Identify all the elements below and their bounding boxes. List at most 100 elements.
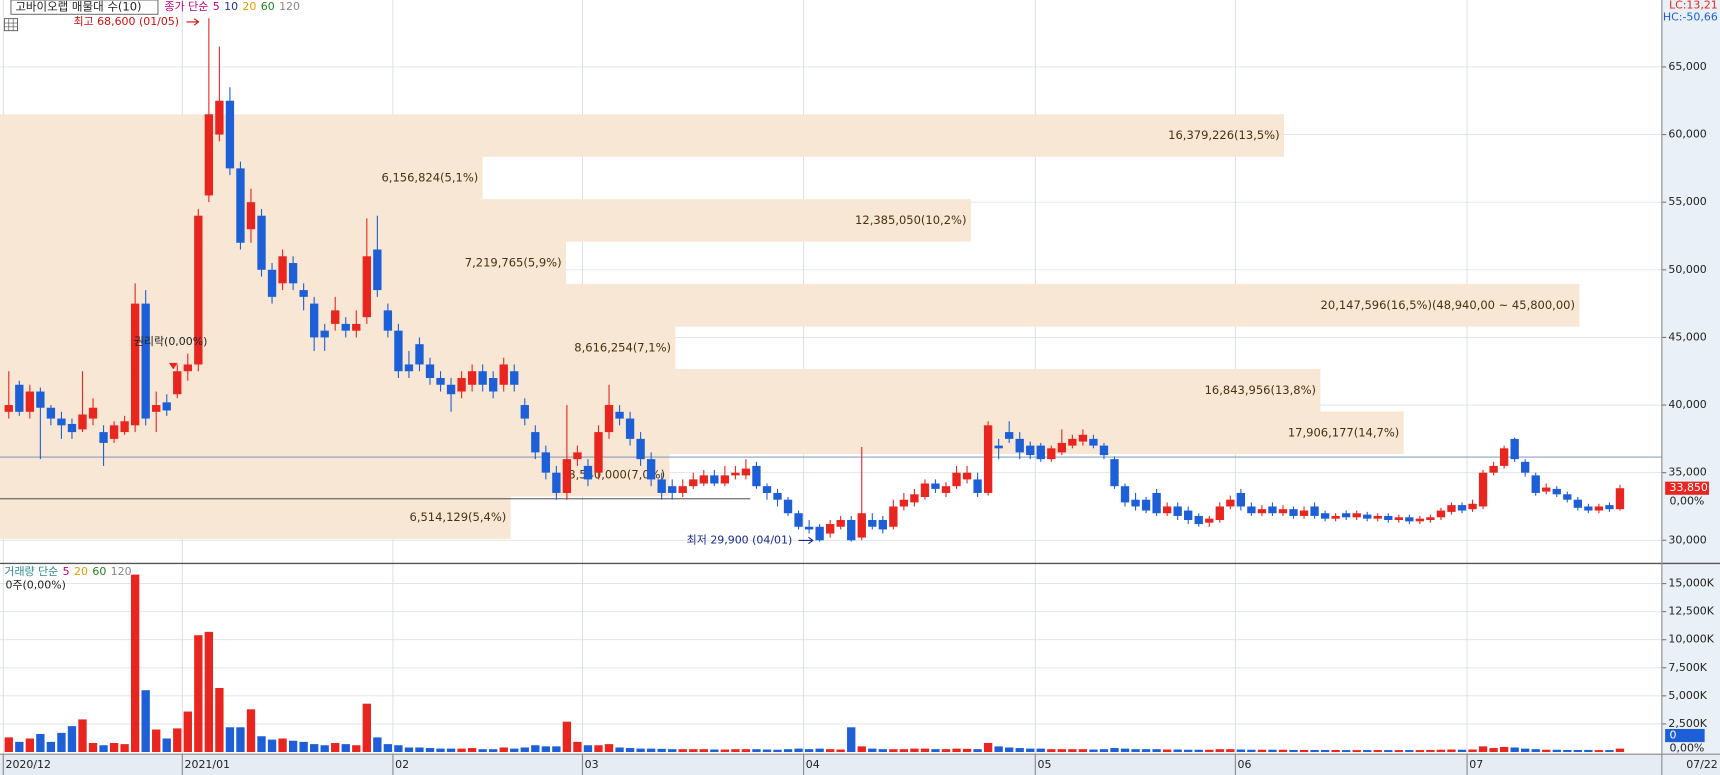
volume-bar: [1615, 748, 1625, 752]
volume-bar: [994, 746, 1003, 752]
legend-entry: 20: [242, 0, 256, 13]
candle-body: [804, 526, 814, 530]
volume-bar: [804, 749, 814, 752]
candle-body: [1131, 499, 1140, 507]
candle-body: [1141, 499, 1151, 511]
candle-body: [1573, 499, 1583, 508]
volume-bar: [1531, 749, 1540, 752]
volume-bar: [941, 749, 951, 752]
low-annotation: 최저 29,900 (04/01): [687, 533, 793, 546]
volume-profile-label: 16,379,226(13,5%): [1168, 128, 1279, 142]
volume-bar: [1057, 749, 1067, 752]
volume-profile-label: 6,156,824(5,1%): [381, 170, 478, 184]
volume-bar: [1068, 749, 1077, 752]
y-tick-label: 15,000K: [1668, 577, 1714, 590]
candle-body: [1594, 506, 1604, 511]
candle-body: [583, 465, 593, 480]
volume-profile-label: 6,514,129(5,4%): [410, 510, 507, 524]
volume-bar: [1542, 749, 1551, 752]
ex-rights-annotation: 권리락(0,00%): [134, 335, 208, 348]
y-tick-label: 35,000: [1668, 466, 1706, 479]
candle-body: [541, 452, 551, 473]
legend-entry: 120: [279, 0, 300, 13]
volume-profile-label: 8,616,254(7,1%): [574, 340, 671, 354]
volume-bar: [1268, 749, 1277, 752]
volume-bar: [1447, 749, 1456, 752]
volume-bar: [952, 748, 961, 752]
volume-bar: [194, 635, 203, 752]
x-tick-label: 03: [585, 758, 599, 771]
candle-body: [731, 472, 740, 476]
candle-body: [109, 425, 119, 439]
volume-bar: [46, 741, 56, 752]
volume-profile-band: [0, 114, 1284, 157]
candle-body: [783, 499, 793, 514]
volume-bar: [847, 727, 856, 752]
volume-bar: [1184, 749, 1193, 752]
x-tick-label: 07: [1469, 758, 1483, 771]
volume-bar: [215, 687, 224, 752]
volume-bar: [1436, 749, 1446, 752]
volume-profile-band: [0, 326, 676, 370]
volume-bar: [1099, 749, 1109, 752]
candle-body: [868, 519, 877, 527]
candle-body: [257, 215, 266, 270]
volume-bar: [762, 749, 772, 752]
candle-body: [215, 100, 224, 135]
candle-body: [899, 499, 909, 507]
candle-body: [668, 486, 677, 493]
y-tick-label: 7,500K: [1668, 661, 1707, 674]
candle-body: [1026, 445, 1035, 456]
volume-bar: [141, 690, 150, 752]
volume-bar: [25, 738, 35, 752]
candle-body: [67, 423, 77, 433]
volume-bar: [1289, 749, 1298, 752]
table-icon[interactable]: [3, 18, 18, 32]
volume-bar: [1236, 749, 1246, 752]
chart-title[interactable]: 고바이오랩 매물대 수(10): [15, 0, 141, 14]
candle-body: [815, 526, 824, 541]
high-annotation: 최고 68,600 (01/05): [73, 15, 179, 28]
volume-bar: [78, 719, 87, 752]
candle-body: [573, 452, 582, 460]
volume-bar: [636, 748, 645, 752]
date-axis-panel: [0, 754, 1720, 775]
volume-bar: [267, 739, 277, 752]
candle-body: [162, 402, 171, 411]
x-tick-label: 05: [1037, 758, 1051, 771]
volume-bar: [720, 749, 730, 752]
volume-profile-label: 20,147,596(16,5%)(48,940,00 ~ 45,800,00): [1321, 298, 1575, 312]
title-box[interactable]: [10, 0, 159, 15]
candle-body: [1341, 513, 1351, 518]
candle-body: [1405, 517, 1414, 522]
last-price-label: 33,850: [1670, 481, 1708, 494]
volume-bar: [1120, 748, 1130, 752]
volume-bar: [4, 737, 13, 752]
volume-bar: [204, 631, 214, 752]
candle-body: [46, 407, 56, 419]
candle-body: [973, 479, 982, 493]
y-tick-label: 5,000K: [1668, 689, 1707, 702]
volume-bar: [783, 749, 793, 752]
x-tick-label: 04: [806, 758, 820, 771]
volume-last-label: 0: [1670, 729, 1677, 742]
x-tick-label: 2020/12: [5, 758, 51, 771]
volume-bar: [1015, 748, 1024, 752]
volume-bar: [1036, 748, 1045, 752]
volume-bar: [1457, 749, 1467, 752]
volume-bar: [710, 749, 719, 752]
volume-bar: [868, 748, 877, 752]
legend-entry: 5: [63, 565, 70, 578]
legend-entry: 60: [92, 565, 106, 578]
low-arrow: [798, 536, 814, 545]
candle-body: [1257, 509, 1267, 514]
volume-bar: [794, 748, 803, 752]
candle-body: [1615, 488, 1625, 510]
volume-bar: [362, 703, 371, 752]
candle-body: [425, 364, 435, 378]
x-tick-label: 2021/01: [185, 758, 231, 771]
volume-bar: [815, 748, 824, 752]
candle-body: [1278, 509, 1288, 514]
y-tick-label: 50,000: [1668, 263, 1706, 276]
volume-profile-label: 17,906,177(14,7%): [1288, 425, 1399, 439]
